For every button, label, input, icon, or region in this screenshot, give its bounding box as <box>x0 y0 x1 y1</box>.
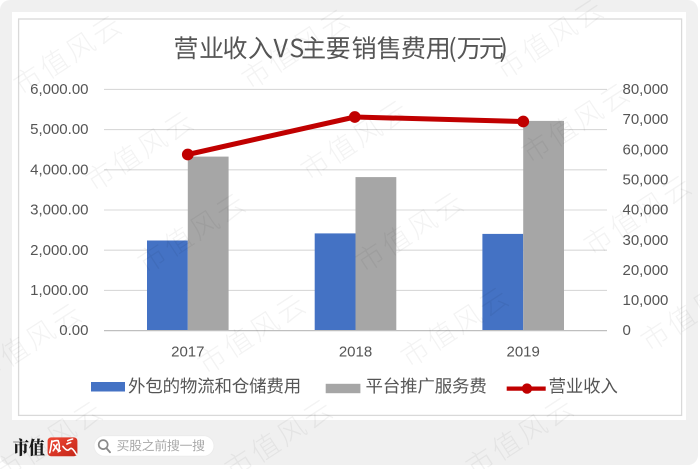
svg-text:20,000: 20,000 <box>623 262 669 279</box>
svg-text:80,000: 80,000 <box>623 81 669 98</box>
svg-text:0: 0 <box>623 322 631 339</box>
svg-text:50,000: 50,000 <box>623 172 669 189</box>
svg-text:40,000: 40,000 <box>623 202 669 219</box>
svg-text:1,000.00: 1,000.00 <box>30 282 88 299</box>
svg-text:2019: 2019 <box>507 343 540 360</box>
svg-text:2017: 2017 <box>171 343 204 360</box>
svg-text:2,000.00: 2,000.00 <box>30 242 88 259</box>
svg-text:4,000.00: 4,000.00 <box>30 161 88 178</box>
svg-text:2018: 2018 <box>339 343 372 360</box>
svg-text:3,000.00: 3,000.00 <box>30 202 88 219</box>
svg-text:10,000: 10,000 <box>623 292 669 309</box>
svg-text:30,000: 30,000 <box>623 232 669 249</box>
svg-text:0.00: 0.00 <box>59 322 88 339</box>
svg-text:70,000: 70,000 <box>623 111 669 128</box>
svg-text:60,000: 60,000 <box>623 141 669 158</box>
svg-text:6,000.00: 6,000.00 <box>30 81 88 98</box>
svg-text:5,000.00: 5,000.00 <box>30 121 88 138</box>
